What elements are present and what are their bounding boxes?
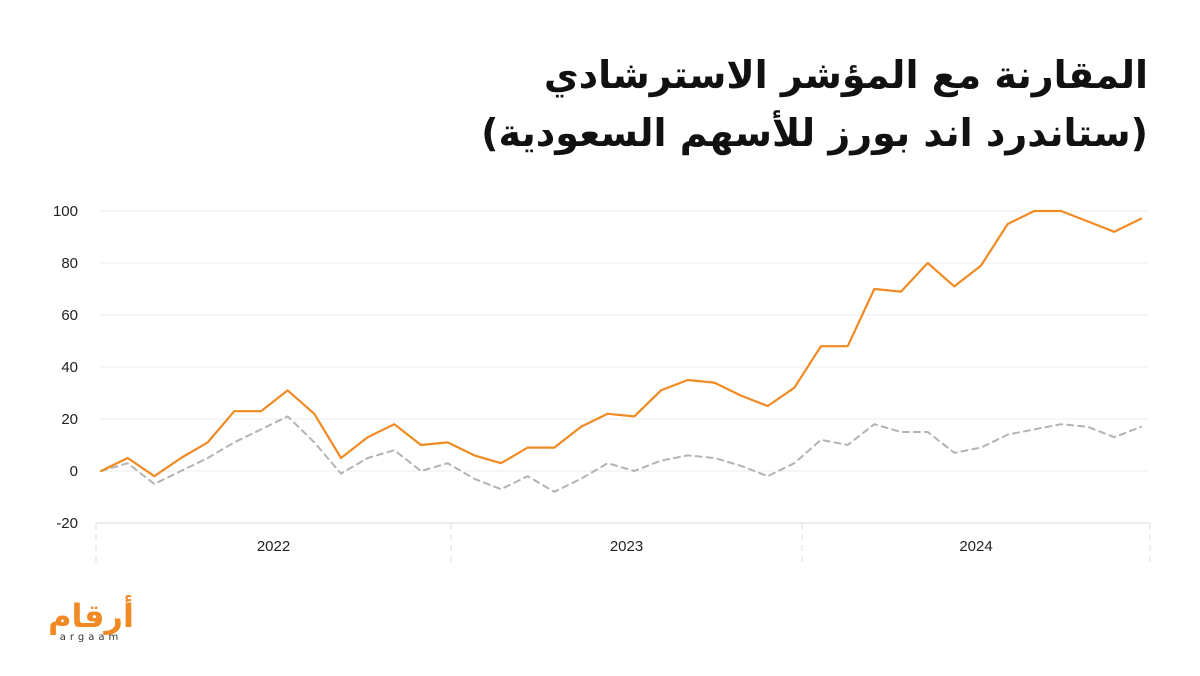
y-axis: 100 80 60 40 20 0 -20 [53,203,78,532]
benchmark-series-line [100,415,1142,493]
x-year-label: 2022 [257,538,290,555]
x-year-label: 2023 [610,538,643,555]
y-tick-label: 80 [61,255,78,272]
chart-title-line-1: المقارنة مع المؤشر الاسترشادي [543,53,1148,97]
y-tick-label: 40 [61,359,78,376]
y-tick-label: 0 [70,463,78,480]
logo-latin-text: argaam [59,632,123,643]
x-axis: 2022 2023 2024 [95,522,1151,562]
x-year-label: 2024 [959,538,992,555]
grid-lines [100,210,1148,524]
series-group [99,209,1143,493]
y-tick-label: 60 [61,307,78,324]
chart-title: المقارنة مع المؤشر الاسترشادي (ستاندرد ا… [481,46,1148,162]
chart-title-line-2: (ستاندرد اند بورز للأسهم السعودية) [481,111,1148,155]
y-tick-label: -20 [56,515,78,532]
argaam-logo: أرقام argaam [36,598,146,648]
y-tick-label: 100 [53,203,78,220]
primary-series-line [99,209,1143,478]
y-tick-label: 20 [61,411,78,428]
logo-arabic-text: أرقام [48,597,134,635]
